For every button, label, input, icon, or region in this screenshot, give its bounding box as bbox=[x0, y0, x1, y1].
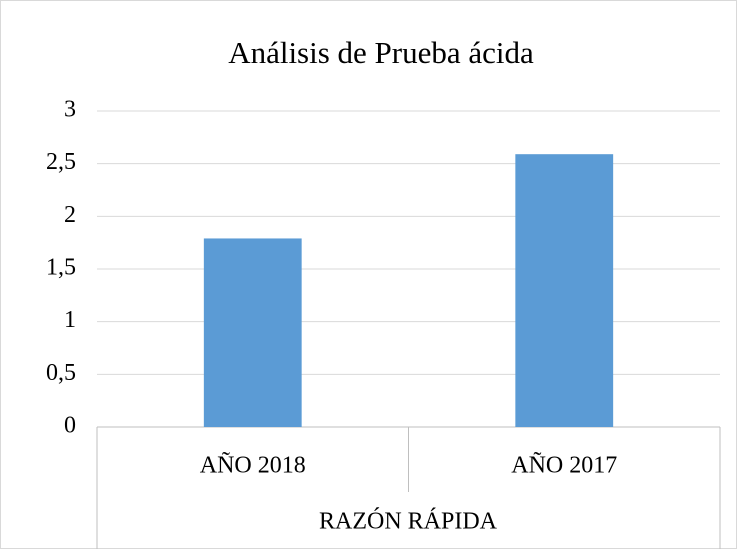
y-tick-label: 2,5 bbox=[46, 149, 76, 175]
y-tick-label: 3 bbox=[64, 97, 76, 123]
y-tick-label: 2 bbox=[64, 202, 76, 228]
bar bbox=[203, 238, 302, 427]
y-tick-label: 0,5 bbox=[46, 360, 76, 386]
y-tick-label: 0 bbox=[64, 413, 76, 439]
chart-title: Análisis de Prueba ácida bbox=[228, 35, 534, 70]
x-tick-label: AÑO 2017 bbox=[511, 453, 617, 479]
y-tick-label: 1 bbox=[64, 307, 76, 333]
x-axis-label: RAZÓN RÁPIDA bbox=[319, 508, 498, 535]
bar bbox=[515, 154, 614, 428]
y-tick-label: 1,5 bbox=[46, 255, 76, 281]
x-tick-label: AÑO 2018 bbox=[200, 453, 306, 479]
